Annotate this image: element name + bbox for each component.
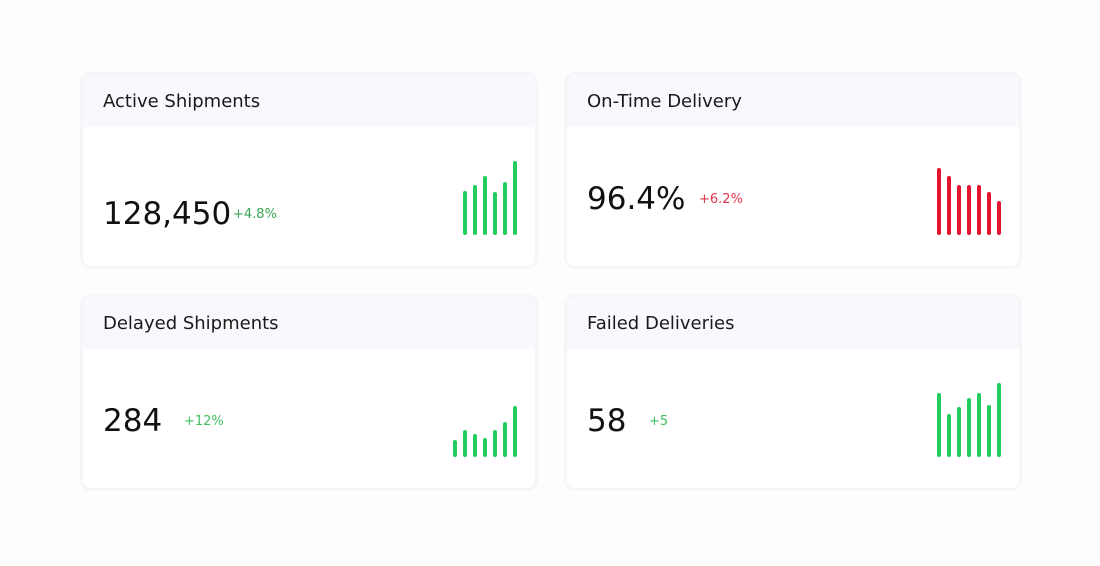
spark-bar [463,191,467,235]
sparkline [937,383,1001,457]
spark-bar [483,176,487,235]
spark-bar [997,201,1001,235]
spark-bar [967,185,971,235]
spark-bar [503,182,507,235]
kpi-value: 284 [103,403,163,439]
kpi-card: Active Shipments 128,450 +4.8% [83,75,535,266]
spark-bar [483,438,487,457]
spark-bar [947,176,951,235]
sparkline [453,406,517,457]
spark-bar [937,168,941,235]
card-title: On-Time Delivery [567,75,1019,127]
kpi-delta: +5 [649,414,669,429]
card-title: Delayed Shipments [83,297,535,349]
spark-bar [503,422,507,457]
spark-bar [453,440,457,457]
kpi-delta: +4.8% [233,207,277,222]
spark-bar [987,192,991,235]
spark-bar [493,430,497,457]
spark-bar [493,192,497,235]
spark-bar [513,406,517,457]
kpi-value: 128,450 [103,196,232,232]
spark-bar [947,414,951,457]
kpi-card: Failed Deliveries 58 +5 [567,297,1019,488]
kpi-value: 58 [587,403,627,439]
sparkline [937,168,1001,235]
spark-bar [473,185,477,235]
spark-bar [977,393,981,457]
spark-bar [997,383,1001,457]
kpi-card: Delayed Shipments 284 +12% [83,297,535,488]
kpi-delta: +6.2% [699,192,743,207]
spark-bar [957,185,961,235]
spark-bar [987,405,991,457]
card-title: Active Shipments [83,75,535,127]
kpi-delta: +12% [184,414,224,429]
sparkline [463,161,517,235]
spark-bar [977,185,981,235]
spark-bar [967,398,971,457]
spark-bar [957,407,961,457]
card-title: Failed Deliveries [567,297,1019,349]
kpi-value: 96.4% [587,181,686,217]
spark-bar [473,434,477,457]
kpi-card: On-Time Delivery 96.4% +6.2% [567,75,1019,266]
spark-bar [463,430,467,457]
spark-bar [513,161,517,235]
spark-bar [937,393,941,457]
